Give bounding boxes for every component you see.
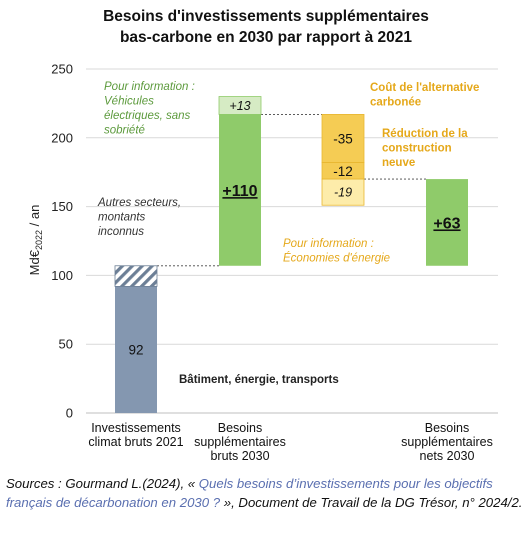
annotation: Bâtiment, énergie, transports bbox=[179, 374, 339, 386]
annotation-line: neuve bbox=[382, 157, 415, 169]
data-label: -19 bbox=[334, 186, 352, 200]
waterfall-chart: 92 +110 +13 -35 -12 -19 +63 0 50 100 150 200 250 In… bbox=[27, 62, 498, 463]
annotation-line: Véhicules bbox=[104, 96, 154, 108]
bar-segment bbox=[115, 286, 157, 413]
y-tick-label: 100 bbox=[51, 268, 73, 283]
data-label: +63 bbox=[433, 215, 460, 232]
bar-segment bbox=[426, 179, 468, 266]
x-category-label: climat bruts 2021 bbox=[88, 435, 183, 449]
annotation: Pour information : Économies d'énergie bbox=[283, 238, 390, 265]
svg-text:Md€2022 / an: Md€2022 / an bbox=[27, 205, 44, 276]
bars bbox=[114, 96, 468, 413]
x-category-label: supplémentaires bbox=[401, 435, 493, 449]
value-labels: 92 +110 +13 -35 -12 -19 +63 bbox=[128, 99, 460, 358]
x-category-label: Besoins bbox=[425, 421, 469, 435]
y-axis-title: Md€2022 / an bbox=[27, 205, 44, 276]
y-axis-title-sub: 2022 bbox=[34, 230, 44, 250]
data-label: +13 bbox=[229, 99, 250, 113]
annotations: Pour information : Véhicules électriques, … bbox=[97, 81, 479, 386]
annotation-line: construction bbox=[382, 143, 452, 155]
bar-segment bbox=[321, 178, 365, 206]
x-category-label: Besoins bbox=[218, 421, 262, 435]
x-category-label: bruts 2030 bbox=[210, 449, 269, 463]
y-axis-title-main: Md€ bbox=[27, 249, 42, 275]
chart-title-line-1: Besoins d'investissements supplémentaire… bbox=[103, 8, 429, 25]
source-text-1: Sources : Gourmand L.(2024), « bbox=[6, 476, 199, 491]
annotation-line: Autres secteurs, bbox=[97, 197, 181, 209]
bar-segment bbox=[321, 114, 365, 163]
data-label: 92 bbox=[128, 343, 143, 358]
annotation-line: électriques, sans bbox=[104, 110, 191, 122]
annotation-line: sobriété bbox=[104, 125, 145, 137]
chart-title: Besoins d'investissements supplémentaire… bbox=[0, 6, 532, 48]
annotation: Autres secteurs, montants inconnus bbox=[97, 197, 181, 238]
annotation-line: Réduction de la bbox=[382, 128, 468, 140]
y-axis-ticks: 0 50 100 150 200 250 bbox=[51, 62, 73, 421]
source-text-2: », Document de Travail de la DG Trésor, … bbox=[220, 495, 523, 510]
y-tick-label: 150 bbox=[51, 199, 73, 214]
data-label: -35 bbox=[333, 131, 353, 146]
annotation: Pour information : Véhicules électriques, … bbox=[104, 81, 195, 137]
x-category-label: nets 2030 bbox=[420, 449, 475, 463]
y-tick-label: 250 bbox=[51, 62, 73, 77]
annotation-line: carbonée bbox=[370, 97, 421, 109]
chart-title-line-2: bas-carbone en 2030 par rapport à 2021 bbox=[119, 29, 413, 46]
annotation-line: inconnus bbox=[98, 226, 144, 238]
y-tick-label: 50 bbox=[59, 337, 73, 352]
source-link[interactable]: Quels besoins d’investissements pour les… bbox=[6, 476, 493, 510]
data-label: +110 bbox=[222, 183, 257, 200]
data-label: -12 bbox=[333, 164, 353, 179]
annotation: Réduction de la construction neuve bbox=[382, 128, 468, 169]
bar-segment bbox=[218, 96, 262, 115]
y-tick-label: 0 bbox=[66, 406, 73, 421]
annotation-line: Bâtiment, énergie, transports bbox=[179, 374, 339, 386]
bar-segment bbox=[219, 114, 261, 266]
y-axis-title-rest: / an bbox=[27, 205, 42, 230]
x-category-label: Investissements bbox=[91, 421, 181, 435]
annotation-line: Coût de l'alternative bbox=[370, 82, 479, 94]
source-note: Sources : Gourmand L.(2024), « Quels bes… bbox=[6, 474, 526, 512]
x-category-label: supplémentaires bbox=[194, 435, 286, 449]
annotation-line: Pour information : bbox=[283, 238, 374, 250]
annotation-line: Pour information : bbox=[104, 81, 195, 93]
annotation-line: Économies d'énergie bbox=[283, 252, 390, 265]
annotation-line: montants bbox=[98, 212, 146, 224]
y-tick-label: 200 bbox=[51, 130, 73, 145]
bar-segment bbox=[114, 265, 158, 287]
annotation: Coût de l'alternative carbonée bbox=[370, 82, 479, 109]
